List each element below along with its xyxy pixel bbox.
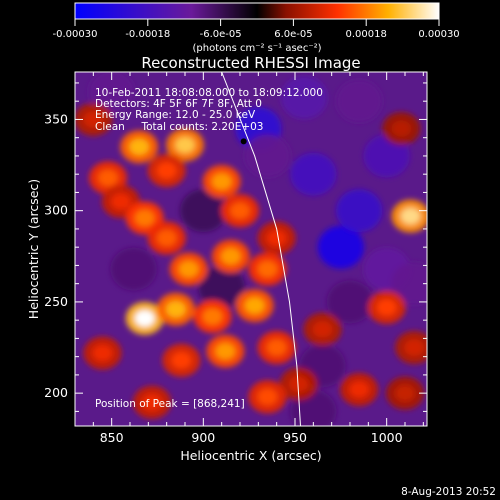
y-axis-label: Heliocentric Y (arcsec) [26, 179, 41, 319]
annotation-energy: Energy Range: 12.0 - 25.0 keV [95, 109, 256, 121]
heatmap-layer [75, 72, 427, 426]
hot-blob-31 [391, 120, 412, 137]
footer-date: 8-Aug-2013 20:52 [401, 486, 496, 498]
hot-blob-9 [230, 202, 250, 219]
colorbar-tick-label-2: -6.0e-05 [200, 29, 242, 40]
cold-blob-9 [336, 79, 383, 123]
hot-blob-6 [134, 209, 155, 227]
cold-blob-8 [244, 134, 291, 178]
hot-blob-21 [266, 339, 287, 356]
hot-blob-12 [257, 260, 278, 278]
x-tick-label-0: 850 [100, 430, 124, 445]
colorbar-tick-label-1: -0.00018 [125, 29, 170, 40]
hot-blob-10 [178, 260, 199, 278]
annotation-peak: Position of Peak = [868,241] [95, 398, 245, 410]
hot-blob-15 [165, 300, 186, 318]
colorbar-gradient [74, 2, 440, 20]
hot-blob-25 [400, 207, 421, 225]
colorbar-tick-label-4: 0.00018 [346, 29, 387, 40]
hot-blob-2 [129, 138, 150, 156]
cold-blob-0 [317, 225, 364, 269]
hot-blob-29 [395, 384, 415, 402]
cold-blob-12 [198, 265, 245, 309]
annotation-block: 10-Feb-2011 18:08:08.000 to 18:09:12.000… [95, 87, 323, 410]
hot-blob-28 [349, 381, 370, 398]
cold-blob-15 [391, 262, 427, 306]
x-tick-label-1: 900 [191, 430, 215, 445]
hot-blob-13 [266, 229, 287, 247]
hot-blob-5 [110, 193, 131, 210]
limb-curve [221, 72, 301, 426]
y-tick-label-0: 200 [44, 385, 68, 400]
cold-blob-4 [281, 76, 328, 119]
colorbar-ticks: -0.00030 -0.00018 -6.0e-05 6.0e-05 0.00018 0.… [53, 19, 460, 40]
colorbar-unit-label: (photons cm⁻² s⁻¹ asec⁻²) [192, 43, 321, 54]
hot-blob-11 [220, 248, 241, 265]
annotation-detectors: Detectors: 4F 5F 6F 7F 8F, Att 0 [95, 98, 262, 110]
x-tick-label-3: 1000 [371, 430, 403, 445]
axis-ticks: 850 900 950 1000 200 250 300 350 [44, 72, 427, 445]
plot-area: 850 900 950 1000 200 250 300 350 10-Feb-2011 18… [44, 71, 428, 445]
colorbar-tick-label-3: 6.0e-05 [274, 29, 312, 40]
cold-blob-10 [110, 247, 157, 291]
hot-blob-3 [175, 136, 195, 154]
cold-blob-5 [363, 134, 410, 178]
hot-blob-1 [98, 169, 118, 187]
annotation-time: 10-Feb-2011 18:08:08.000 to 18:09:12.000 [95, 87, 323, 99]
hot-blob-24 [142, 394, 162, 411]
hot-blob-18 [215, 342, 236, 360]
hot-blob-30 [312, 321, 333, 338]
marker-dot [240, 138, 247, 145]
hot-blob-14 [134, 310, 155, 327]
y-tick-label-1: 250 [44, 294, 68, 309]
hot-blob-16 [202, 308, 223, 325]
hot-blob-22 [288, 375, 309, 393]
colorbar-tick-label-5: 0.00030 [418, 29, 459, 40]
cold-blob-2 [290, 152, 337, 196]
hot-blob-17 [244, 297, 265, 314]
chart-title: Reconstructed RHESSI Image [141, 54, 360, 72]
x-tick-label-2: 950 [283, 430, 307, 445]
hot-blob-27 [404, 339, 425, 356]
hot-blob-7 [156, 229, 177, 247]
colorbar: -0.00030 -0.00018 -6.0e-05 6.0e-05 0.00018 0.… [53, 2, 460, 54]
hot-blob-26 [376, 299, 397, 316]
cold-blob-1 [336, 189, 383, 233]
annotation-clean: Clean Total counts: 2.20E+03 [95, 121, 264, 133]
hot-blob-4 [156, 162, 177, 179]
y-tick-label-3: 350 [44, 111, 68, 126]
cold-blob-11 [180, 189, 227, 233]
x-axis-label: Heliocentric X (arcsec) [180, 448, 321, 463]
plot-frame [74, 71, 428, 427]
cold-blob-16 [88, 72, 135, 114]
cold-blob-7 [326, 280, 374, 324]
hot-blob-23 [257, 388, 278, 406]
y-tick-label-2: 300 [44, 203, 68, 218]
colorbar-tick-label-0: -0.00030 [53, 29, 98, 40]
hot-blob-19 [171, 352, 192, 369]
hot-blob-20 [92, 344, 113, 362]
hot-blob-8 [211, 173, 232, 190]
hot-blob-0 [83, 111, 104, 128]
